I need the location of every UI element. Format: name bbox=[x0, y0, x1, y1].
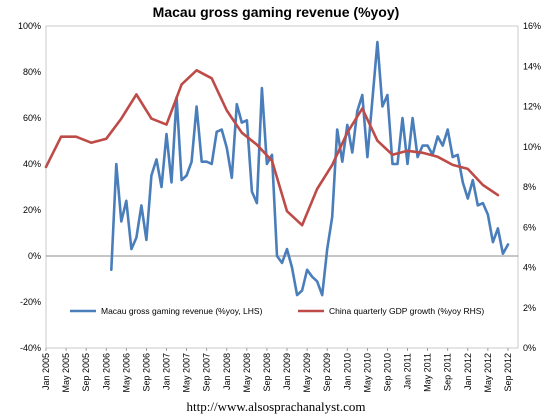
y-right-tick-label: 8% bbox=[523, 182, 536, 192]
x-tick-label: Jan 2006 bbox=[101, 353, 111, 390]
plot-area bbox=[45, 25, 519, 349]
x-tick-label: Sep 2011 bbox=[443, 353, 453, 391]
y-right-tick-label: 10% bbox=[523, 142, 541, 152]
y-left-tick-label: 20% bbox=[23, 205, 41, 215]
chart-title: Macau gross gaming revenue (%yoy) bbox=[152, 4, 400, 20]
y-left-tick-label: 100% bbox=[18, 21, 41, 31]
x-tick-label: Jan 2010 bbox=[342, 353, 352, 390]
x-tick-label: Jan 2009 bbox=[282, 353, 292, 390]
y-left-tick-label: 60% bbox=[23, 113, 41, 123]
x-tick-label: Sep 2010 bbox=[382, 353, 392, 392]
y-right-tick-label: 16% bbox=[523, 21, 541, 31]
x-tick-label: Jan 2011 bbox=[403, 353, 413, 389]
y-left-tick-label: -20% bbox=[20, 297, 41, 307]
y-left-tick-label: 0% bbox=[28, 251, 41, 261]
x-tick-label: May 2008 bbox=[242, 353, 252, 393]
source-url[interactable]: http://www.alsosprachanalyst.com bbox=[186, 399, 366, 414]
y-right-tick-label: 2% bbox=[523, 303, 536, 313]
y-left-tick-label: 80% bbox=[23, 67, 41, 77]
y-right-tick-label: 14% bbox=[523, 61, 541, 71]
x-tick-label: Jan 2007 bbox=[162, 353, 172, 390]
legend-label: China quarterly GDP growth (%yoy RHS) bbox=[329, 306, 484, 316]
x-tick-label: May 2010 bbox=[362, 353, 372, 393]
x-tick-label: May 2009 bbox=[302, 353, 312, 393]
x-tick-label: Jan 2005 bbox=[41, 353, 51, 390]
x-tick-label: May 2007 bbox=[182, 353, 192, 393]
y-right-tick-label: 4% bbox=[523, 263, 536, 273]
x-tick-label: Jan 2008 bbox=[222, 353, 232, 390]
y-right-tick-label: 12% bbox=[523, 102, 541, 112]
x-tick-label: Sep 2005 bbox=[81, 353, 91, 392]
legend-label: Macau gross gaming revenue (%yoy, LHS) bbox=[101, 306, 263, 316]
x-tick-label: May 2006 bbox=[121, 353, 131, 393]
x-tick-label: May 2012 bbox=[483, 353, 493, 393]
series-line-china-gdp-growth bbox=[44, 69, 500, 227]
x-tick-label: May 2011 bbox=[423, 353, 433, 392]
y-left-tick-label: -40% bbox=[20, 343, 41, 353]
x-tick-label: Jan 2012 bbox=[463, 353, 473, 390]
x-tick-label: Sep 2012 bbox=[503, 353, 513, 392]
x-tick-label: May 2005 bbox=[61, 353, 71, 393]
x-tick-label: Sep 2008 bbox=[262, 353, 272, 392]
y-right-tick-label: 6% bbox=[523, 222, 536, 232]
y-left-tick-label: 40% bbox=[23, 159, 41, 169]
x-tick-label: Sep 2007 bbox=[202, 353, 212, 392]
x-tick-label: Sep 2009 bbox=[322, 353, 332, 392]
series-line-macau-gaming-revenue bbox=[110, 40, 510, 297]
y-right-tick-label: 0% bbox=[523, 343, 536, 353]
x-tick-label: Sep 2006 bbox=[141, 353, 151, 392]
